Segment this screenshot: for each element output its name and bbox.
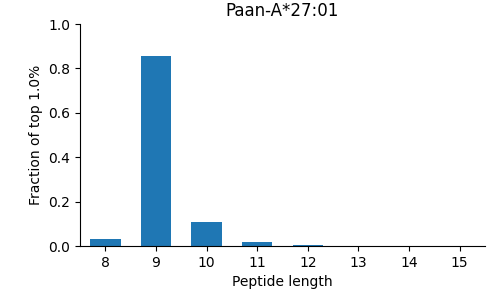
Y-axis label: Fraction of top 1.0%: Fraction of top 1.0% [28,65,42,205]
Title: Paan-A*27:01: Paan-A*27:01 [226,2,339,20]
Bar [140,56,171,246]
Bar [292,245,323,246]
Bar [90,239,120,246]
Bar [242,242,272,246]
X-axis label: Peptide length: Peptide length [232,275,333,289]
Bar [192,222,222,246]
